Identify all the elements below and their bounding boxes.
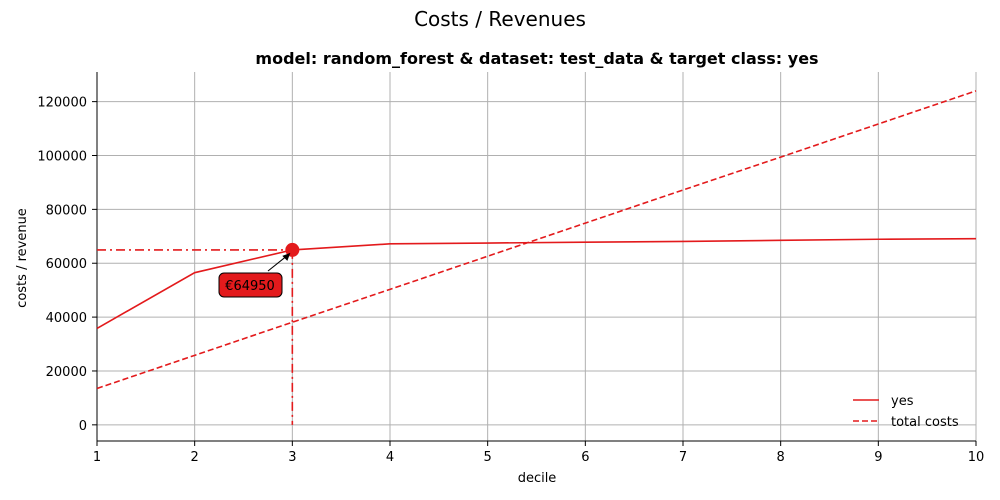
- series-line-yes: [96, 237, 977, 330]
- y-tick-label: 60000: [46, 257, 87, 272]
- y-tick-label: 100000: [37, 149, 87, 164]
- y-tick-label: 120000: [37, 96, 87, 111]
- x-tick-label: 10: [968, 450, 985, 465]
- x-tick-label: 8: [777, 450, 785, 465]
- legend-label-yes: yes: [891, 394, 914, 409]
- annotation-arrowhead: [282, 252, 291, 261]
- y-tick-label: 20000: [46, 365, 87, 380]
- x-tick-label: 4: [386, 450, 394, 465]
- x-tick-label: 9: [874, 450, 882, 465]
- y-tick-label: 0: [79, 419, 87, 434]
- x-tick-label: 6: [581, 450, 589, 465]
- x-axis-label: decile: [518, 471, 557, 486]
- x-tick-label: 7: [679, 450, 687, 465]
- x-tick-label: 3: [288, 450, 296, 465]
- figure-title: Costs / Revenues: [414, 7, 586, 31]
- highlight-marker: [285, 242, 300, 257]
- y-axis-label: costs / revenue: [15, 208, 30, 308]
- y-tick-label: 80000: [46, 203, 87, 218]
- annotation-label: €64950: [225, 279, 275, 294]
- chart-subtitle: model: random_forest & dataset: test_dat…: [255, 49, 818, 68]
- grid: [96, 72, 977, 441]
- x-tick-label: 5: [484, 450, 492, 465]
- series-line-total-costs: [96, 90, 977, 390]
- annotation: €64950: [97, 242, 300, 425]
- y-tick-label: 40000: [46, 311, 87, 326]
- legend-label-total-costs: total costs: [891, 415, 959, 430]
- axes: 1 2 3 4 5 6 7 8 9 10 0 20000 40000 60000 80000 100000 12…: [37, 72, 984, 465]
- legend: yes total costs: [853, 394, 959, 430]
- series: [96, 90, 977, 390]
- x-tick-label: 1: [93, 450, 101, 465]
- annotation-box: [218, 272, 283, 298]
- x-tick-label: 2: [191, 450, 199, 465]
